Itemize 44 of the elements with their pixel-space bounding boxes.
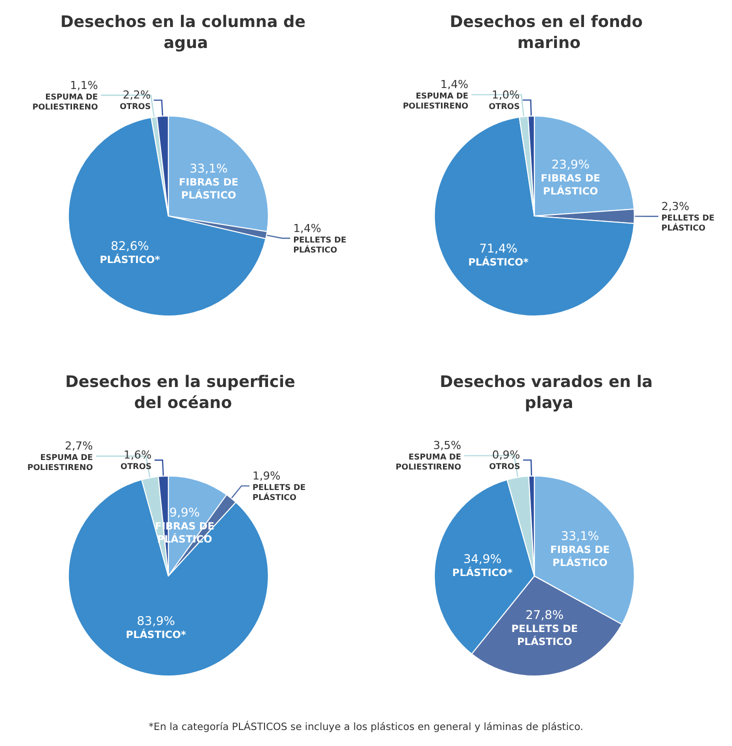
legend-label: OTROS: [489, 462, 520, 472]
data-label: 33,1%: [560, 529, 600, 544]
data-label: 0,9%: [492, 448, 520, 462]
chart-title: Desechos en la superficie del océano: [65, 372, 301, 412]
data-label: 33,1%: [190, 162, 228, 176]
slice-label: ESPUMA DE POLIESTIRENO: [32, 92, 98, 112]
data-label: 3,5%: [433, 439, 462, 452]
slice-label: PELLETS DE PLÁSTICO: [252, 482, 306, 502]
slice-label: PLÁSTICO*: [126, 628, 187, 642]
data-label: 83,9%: [136, 614, 176, 628]
data-label: 27,8%: [526, 608, 564, 622]
slice-label: PLÁSTICO*: [468, 255, 530, 268]
data-label: 1,9%: [252, 469, 280, 482]
chart-title: Desechos en el fondo marino: [450, 12, 648, 52]
data-label: 2,7%: [64, 440, 93, 453]
chart-title: Desechos varados en la playa: [440, 372, 658, 412]
legend-label: OTROS: [120, 462, 152, 472]
slice-label: PELLETS DE PLÁSTICO: [511, 624, 578, 648]
slice-label: FIBRAS DE PLÁSTICO: [178, 178, 239, 202]
slice-label: FIBRAS DE PLÁSTICO: [550, 545, 610, 570]
data-label: 1,1%: [70, 78, 98, 92]
data-label: 82,6%: [110, 238, 149, 253]
data-label: 2,2%: [122, 88, 151, 102]
slice-label: ESPUMA DE POLIESTIRENO: [402, 92, 469, 111]
slice-label: PELLETS DE PLÁSTICO: [293, 235, 346, 254]
slice-label: PLÁSTICO*: [100, 252, 161, 266]
text: *En la categoría PLÁSTICOS se incluye a los plásticos en general y láminas de plástico.: [148, 722, 584, 733]
data-label: 2,3%: [661, 200, 690, 213]
legend-label: OTROS: [120, 102, 151, 112]
data-label: 1,0%: [492, 88, 520, 102]
slice-label: PLÁSTICO*: [452, 566, 514, 579]
slice-label: PELLETS DE PLÁSTICO: [661, 213, 714, 232]
data-label: 1,4%: [440, 78, 468, 92]
slice-label: ESPUMA DE POLIESTIRENO: [396, 452, 462, 472]
data-label: 23,9%: [551, 157, 590, 172]
data-label: 1,4%: [293, 222, 322, 235]
data-label: 34,9%: [463, 552, 502, 566]
legend-label: OTROS: [488, 102, 520, 112]
data-label: 71,4%: [479, 241, 518, 256]
slice-label: ESPUMA DE POLIESTIRENO: [27, 453, 94, 472]
chart-title: Desechos en la columna de agua: [60, 12, 306, 52]
data-label: 9,9%: [169, 506, 200, 520]
slice-label: FIBRAS DE PLÁSTICO: [540, 173, 600, 198]
data-label: 1,6%: [124, 448, 152, 462]
